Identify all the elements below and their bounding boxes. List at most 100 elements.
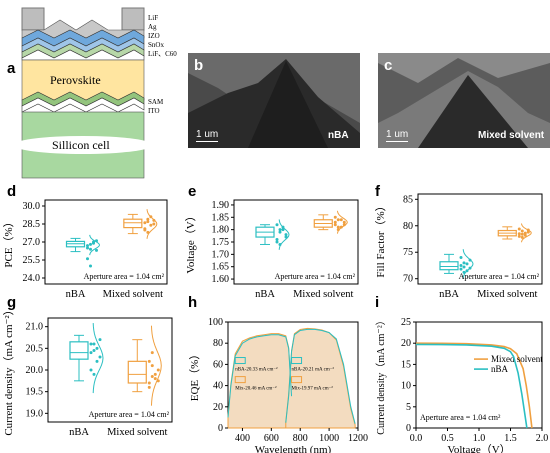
data-point <box>339 218 343 222</box>
scale-bar-c <box>386 141 408 142</box>
eqe-annotation: Mix-19.97 mA cm⁻² <box>292 386 334 392</box>
data-point <box>92 349 96 352</box>
data-point <box>275 223 279 227</box>
x-category-label: Mixed solvent <box>293 289 353 300</box>
x-category-label: Mixed solvent <box>477 289 537 300</box>
data-point <box>526 230 530 234</box>
y-axis-label: PCE（%） <box>2 216 15 267</box>
eqe-line-nBA bottom <box>285 328 356 424</box>
data-point <box>281 228 285 232</box>
y-tick-label: 20 <box>213 402 223 413</box>
y-tick-label: 1.65 <box>212 262 230 273</box>
y-tick-label: 27.0 <box>23 237 41 248</box>
sem-texture-c <box>378 53 550 148</box>
y-tick-label: 60 <box>213 359 223 370</box>
y-tick-label: 1.70 <box>212 249 230 260</box>
data-point <box>149 223 153 227</box>
data-point <box>150 364 154 368</box>
legend-swatch <box>291 357 303 365</box>
panel-label-f: f <box>375 183 380 200</box>
data-point <box>98 355 102 359</box>
y-axis-label: EQE（%） <box>188 349 201 402</box>
data-point <box>333 223 337 227</box>
data-point <box>517 232 521 236</box>
data-point <box>150 351 154 355</box>
data-point <box>336 225 340 229</box>
y-tick-label: 28.5 <box>23 219 41 230</box>
chart-eqe: 0 20 40 60 80 100 400 600 800 1000 1200 Wavelength … <box>188 317 368 453</box>
data-point <box>89 342 93 346</box>
x-category-label: nBA <box>69 427 89 438</box>
data-point <box>336 218 340 222</box>
y-tick-label: 1.80 <box>212 225 230 236</box>
panel-label-b: b <box>194 57 204 74</box>
chart-fill-factor: 70 75 80 85 Fill Factor（%） nBA Mixed solvent Ap… <box>374 193 543 300</box>
y-tick-label: 70 <box>403 274 413 285</box>
data-point <box>150 375 154 378</box>
x-tick-label: 600 <box>264 433 279 444</box>
y-tick-label: 40 <box>213 381 223 392</box>
y-tick-label: 1.90 <box>212 200 230 211</box>
x-tick-label: 2.0 <box>536 433 549 444</box>
panel-label-d: d <box>7 183 17 200</box>
x-tick-label: 400 <box>235 433 250 444</box>
data-point <box>284 233 288 237</box>
jv-curve-nBA <box>415 343 528 429</box>
chart-pce: 24.0 25.5 27.0 28.5 30.0 PCE（%） nBA Mixed solve… <box>2 199 168 300</box>
x-category-label: Mixed solvent <box>103 289 163 300</box>
data-point <box>342 220 346 224</box>
data-point <box>92 372 96 376</box>
data-point <box>89 264 92 268</box>
y-tick-label: 30.0 <box>23 201 41 212</box>
panel-label-i: i <box>375 294 380 311</box>
device-schematic: LiF Ag IZO SnOx LiF、C60 Perovskite SAM I… <box>13 7 177 179</box>
data-point <box>152 222 156 226</box>
legend-label: Mixed solvent <box>491 354 543 364</box>
sem-tag-nba: nBA <box>328 130 349 141</box>
y-tick-label: 21.0 <box>26 322 44 333</box>
y-tick-label: 19.5 <box>26 387 44 398</box>
data-point <box>462 265 466 269</box>
x-category-label: nBA <box>439 289 459 300</box>
legend-label: nBA <box>491 364 509 374</box>
data-point <box>333 220 337 224</box>
plot-frame <box>417 193 543 285</box>
panel-label-g: g <box>7 294 17 311</box>
x-tick-label: 1.5 <box>504 433 517 444</box>
data-point <box>275 240 279 244</box>
box-nBA <box>439 261 459 271</box>
jv-curve-Mixed solvent <box>415 342 533 429</box>
aperture-label: Aperture area = 1.04 cm² <box>84 272 165 281</box>
layer-label-perovskite: Perovskite <box>50 73 101 87</box>
data-point <box>147 381 151 385</box>
aperture-label: Aperture area = 1.04 cm² <box>275 272 356 281</box>
y-axis-label: Current density（mA cm⁻²） <box>2 304 15 435</box>
data-point <box>86 257 89 261</box>
data-point <box>143 221 147 225</box>
box-nBA <box>69 341 89 360</box>
x-category-label: Mixed solvent <box>107 427 167 438</box>
data-point <box>520 232 524 236</box>
x-tick-label: 1200 <box>348 433 368 444</box>
density-curve <box>146 209 158 239</box>
y-tick-label: 19.0 <box>26 408 44 419</box>
y-tick-label: 1.60 <box>212 274 230 285</box>
data-point <box>153 377 157 381</box>
density-curve <box>520 223 532 243</box>
data-point <box>143 228 147 232</box>
data-point <box>156 368 160 372</box>
data-point <box>278 230 282 234</box>
x-axis-label: Wavelength (nm) <box>255 444 332 453</box>
x-category-label: nBA <box>66 289 86 300</box>
data-point <box>459 267 463 271</box>
data-point <box>459 256 463 260</box>
layer-label-ag: Ag <box>148 23 157 31</box>
data-point <box>333 215 337 219</box>
y-tick-label: 0 <box>406 423 411 434</box>
plot-frame <box>47 317 173 423</box>
y-axis-label: Voltage（V） <box>184 210 197 273</box>
panel-label-c: c <box>384 57 393 74</box>
data-point <box>98 338 102 342</box>
aperture-label: Aperture area = 1.04 cm² <box>459 272 540 281</box>
